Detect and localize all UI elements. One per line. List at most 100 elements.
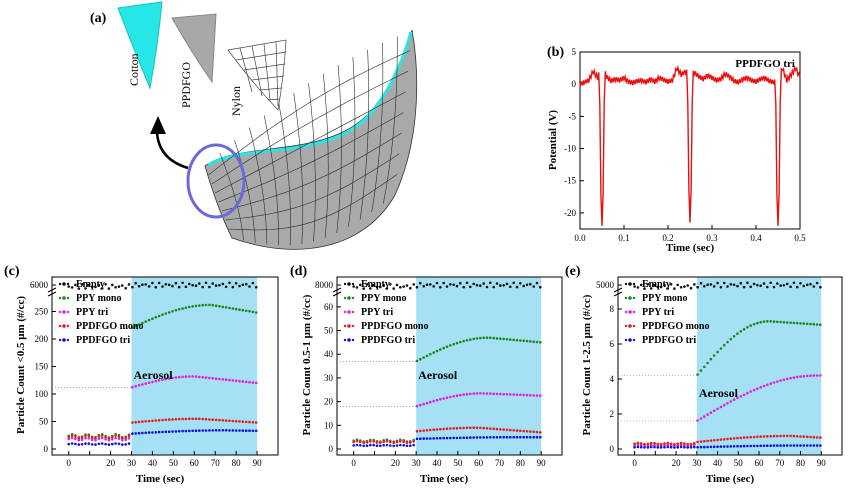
data-point xyxy=(509,393,512,396)
ylabel-d: Particle Count 0.5-1 μm (#/cc) xyxy=(301,294,313,435)
data-point xyxy=(395,283,399,287)
data-point xyxy=(137,431,141,435)
data-point xyxy=(395,440,399,444)
y-tick-label: 40 xyxy=(324,349,334,359)
data-point xyxy=(412,283,416,286)
data-point xyxy=(238,308,241,312)
data-point xyxy=(67,442,70,446)
data-point xyxy=(385,439,389,443)
x-tick-label-b: 0.1 xyxy=(618,233,629,243)
data-point xyxy=(659,285,663,289)
data-point xyxy=(465,436,469,440)
x-tick-label: 70 xyxy=(775,458,785,468)
data-point xyxy=(254,381,258,385)
data-point xyxy=(74,437,77,441)
data-point xyxy=(703,439,706,443)
y-tick-label: 0 xyxy=(329,444,334,454)
data-point xyxy=(489,336,492,340)
x-tick-label: 80 xyxy=(796,458,806,468)
data-point xyxy=(482,392,486,395)
data-point xyxy=(696,445,699,449)
data-point xyxy=(114,442,117,445)
data-point xyxy=(372,443,376,447)
data-point xyxy=(539,394,542,398)
data-point xyxy=(636,443,640,447)
data-point xyxy=(362,287,366,290)
data-point xyxy=(107,437,111,440)
data-point xyxy=(482,336,486,340)
data-point xyxy=(198,375,201,379)
data-point xyxy=(455,436,459,440)
data-point xyxy=(124,436,127,440)
aerosol-band xyxy=(131,277,258,455)
data-point xyxy=(124,443,127,446)
data-point xyxy=(231,429,235,432)
legend-label: Empty xyxy=(642,279,671,290)
data-point xyxy=(492,336,496,340)
x-tick-label: 30 xyxy=(127,458,137,468)
data-point xyxy=(462,285,466,289)
data-point xyxy=(177,429,181,433)
data-point xyxy=(712,285,716,288)
data-point xyxy=(686,446,689,449)
data-point xyxy=(703,445,706,449)
data-point xyxy=(746,444,749,448)
data-point xyxy=(812,374,816,377)
panel-label-c: (c) xyxy=(4,264,20,279)
data-point xyxy=(809,374,812,378)
data-point xyxy=(134,385,137,388)
legend-label: Empty xyxy=(76,279,105,290)
filter-grid-line xyxy=(208,50,411,176)
data-point xyxy=(819,323,822,327)
data-point xyxy=(669,446,673,449)
data-point xyxy=(352,285,356,288)
data-point xyxy=(174,418,178,421)
data-point xyxy=(238,284,241,288)
data-point xyxy=(419,437,422,441)
data-point xyxy=(94,285,97,289)
data-point xyxy=(462,426,466,430)
data-point xyxy=(208,376,211,380)
legend-marker xyxy=(58,310,62,314)
data-point xyxy=(762,282,766,285)
legend-marker xyxy=(62,296,66,300)
data-point xyxy=(422,429,426,432)
data-point xyxy=(529,340,532,343)
data-point xyxy=(184,429,188,433)
data-point xyxy=(499,392,502,396)
data-point xyxy=(719,347,723,350)
data-point xyxy=(766,285,769,289)
data-point xyxy=(87,442,91,445)
filter-grid-line xyxy=(225,153,400,221)
data-point xyxy=(208,303,211,307)
data-point xyxy=(819,374,822,377)
data-point xyxy=(669,283,673,286)
data-point xyxy=(97,442,101,446)
panel-label-a: (a) xyxy=(90,11,107,26)
data-point xyxy=(696,285,699,289)
data-point xyxy=(449,427,452,430)
legend-marker xyxy=(632,324,636,328)
data-point xyxy=(395,444,399,447)
data-point xyxy=(512,429,515,432)
data-point xyxy=(792,444,796,447)
data-point xyxy=(161,285,164,288)
legend-label: PPDFGO mono xyxy=(642,321,710,332)
legend-marker xyxy=(66,296,70,300)
x-tick-label: 90 xyxy=(537,458,547,468)
data-point xyxy=(683,442,686,445)
data-point xyxy=(121,284,124,287)
data-point xyxy=(188,375,191,378)
data-point xyxy=(515,338,519,342)
data-point xyxy=(389,444,392,447)
data-point xyxy=(472,282,476,286)
legend-label: PPDFGO tri xyxy=(642,335,696,346)
data-point xyxy=(772,434,776,438)
y-tick-label: 8 xyxy=(610,304,615,314)
data-point xyxy=(184,306,188,310)
data-point xyxy=(683,285,686,288)
data-point xyxy=(121,438,124,442)
data-point xyxy=(224,419,228,422)
data-point xyxy=(479,426,482,430)
